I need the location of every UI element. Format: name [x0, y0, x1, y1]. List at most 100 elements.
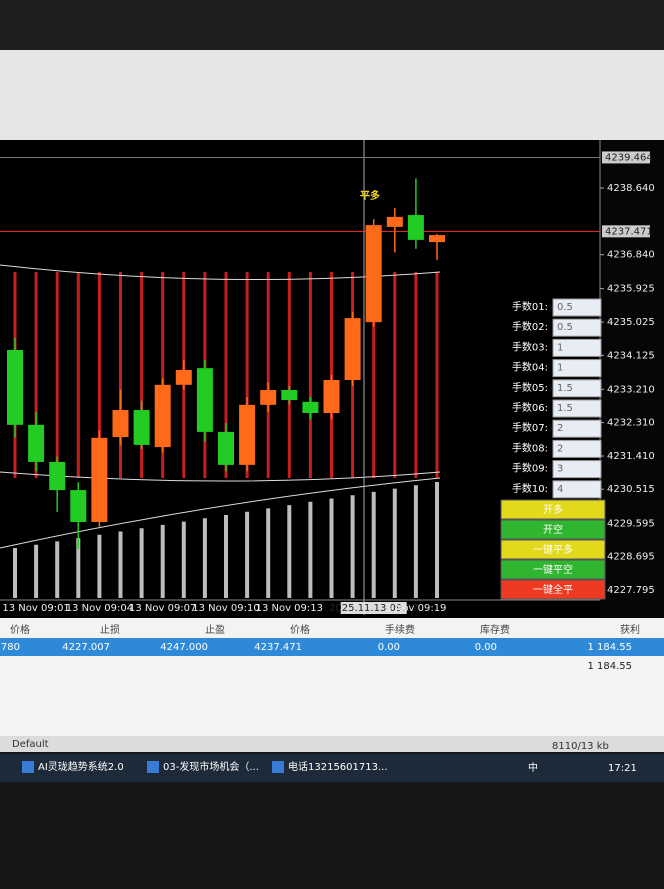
button-label: 一键平空	[533, 563, 573, 576]
candle-body	[7, 349, 23, 425]
column-header: 手续费	[385, 623, 415, 636]
lot-label: 手数10:	[512, 482, 548, 495]
y-tick-label: 4238.640	[607, 183, 655, 194]
task-icon[interactable]	[147, 761, 159, 773]
lot-input[interactable]	[552, 439, 602, 458]
column-header: 获利	[620, 624, 640, 636]
signal-label: 平多	[360, 189, 380, 202]
y-tick-label: 4227.795	[607, 585, 655, 596]
lot-label: 手数01:	[512, 300, 548, 313]
cell: 4247.000	[160, 642, 208, 653]
lot-input[interactable]	[552, 318, 602, 337]
cell: 0.00	[475, 642, 497, 653]
lot-label: 手数08:	[512, 441, 548, 454]
price-axis-bg	[600, 140, 664, 618]
lot-input[interactable]	[552, 419, 602, 438]
lot-input[interactable]	[552, 338, 602, 357]
lot-label: 手数04:	[512, 361, 548, 374]
price-label: 4239.464	[605, 152, 653, 163]
candle-body	[218, 431, 234, 465]
lot-input[interactable]	[552, 460, 602, 479]
candle-body	[429, 235, 445, 243]
task-item[interactable]: AI灵珑趋势系统2.0	[38, 760, 124, 773]
lot-value: 1.5	[557, 403, 573, 414]
x-tick-label: 2025.11.13 09:17	[329, 603, 418, 614]
price-tag	[602, 225, 650, 238]
y-tick-label: 4229.595	[607, 518, 655, 529]
cell: 4237.471	[254, 642, 302, 653]
action-button[interactable]	[500, 519, 606, 540]
button-label: 开空	[543, 523, 563, 536]
lot-input[interactable]	[552, 298, 602, 317]
column-header: 库存费	[480, 623, 510, 636]
candle-body	[260, 390, 277, 405]
toolbar	[0, 50, 664, 140]
button-label: 一键全平	[533, 583, 573, 596]
y-tick-label: 4236.840	[607, 250, 655, 261]
lot-value: 1	[557, 342, 563, 353]
lot-value: 3	[557, 464, 563, 475]
candle-body	[175, 369, 192, 385]
action-button[interactable]	[500, 559, 606, 580]
time-tag	[340, 602, 407, 614]
x-tick-label: 13 Nov 09:01	[2, 603, 69, 614]
candle-body	[239, 404, 256, 465]
lot-label: 手数02:	[512, 320, 548, 333]
task-item[interactable]: 电话13215601713...	[288, 760, 388, 773]
y-tick-label: 4235.025	[607, 317, 655, 328]
y-tick-label: 4230.515	[607, 484, 655, 495]
task-item[interactable]: 03-发现市场机会（...	[163, 760, 259, 773]
candle-body	[196, 368, 213, 432]
trade-panel	[0, 618, 664, 736]
x-tick-label: 13 Nov 09:07	[129, 603, 196, 614]
action-button[interactable]	[500, 499, 606, 520]
lot-label: 手数03:	[512, 340, 548, 353]
button-label: 开多	[543, 503, 563, 516]
lot-value: 1	[557, 363, 563, 374]
y-tick-label: 4234.125	[607, 350, 655, 361]
lot-input[interactable]	[552, 399, 602, 418]
action-button[interactable]	[500, 539, 606, 560]
lot-input[interactable]	[552, 379, 602, 398]
cell: 4227.007	[62, 642, 110, 653]
task-icon[interactable]	[272, 761, 284, 773]
y-tick-label: 4232.310	[607, 418, 655, 429]
lot-input[interactable]	[552, 480, 602, 499]
trade-row-bg	[0, 638, 664, 656]
tab[interactable]: Default	[12, 739, 49, 750]
candle-body	[365, 225, 382, 323]
column-header: 价格	[10, 623, 30, 636]
price-label: 4237.471	[605, 226, 653, 237]
lot-value: 2	[557, 423, 563, 434]
tab-bar	[0, 736, 664, 752]
candle-body	[386, 216, 403, 227]
price-tag	[602, 151, 650, 164]
bezel	[0, 0, 664, 50]
lot-input[interactable]	[552, 359, 602, 378]
task-icon[interactable]	[22, 761, 34, 773]
x-tick-label: 13 Nov 09:10	[192, 603, 259, 614]
y-tick-label: 4233.210	[607, 384, 655, 395]
candle-body	[112, 410, 129, 438]
cell: 0.00	[378, 642, 400, 653]
candle-body	[281, 390, 298, 401]
candle-body	[49, 461, 66, 491]
cell: .780	[0, 642, 20, 653]
candle-body	[133, 410, 150, 445]
action-button[interactable]	[500, 579, 606, 600]
column-header: 止损	[100, 623, 120, 636]
lot-value: 0.5	[557, 322, 573, 333]
total: 1 184.55	[587, 661, 632, 672]
candle-body	[70, 490, 87, 522]
candle-body	[91, 437, 108, 522]
candle-body	[28, 424, 45, 462]
candle-body	[154, 384, 171, 448]
lot-value: 1.5	[557, 383, 573, 394]
candle-body	[302, 401, 319, 413]
candle-body	[407, 215, 424, 240]
x-tick-label: 13 Nov 09:04	[66, 603, 133, 614]
ime[interactable]: 中	[528, 761, 538, 774]
lot-value: 0.5	[557, 302, 573, 313]
